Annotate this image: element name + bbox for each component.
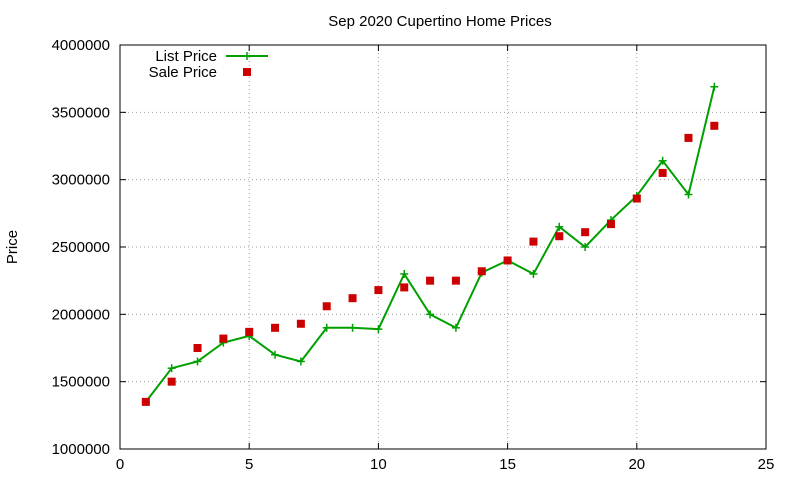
series-1-point-1: [167, 377, 176, 386]
series-0-point-2: [193, 357, 202, 366]
x-tick-label-0: 0: [116, 456, 124, 473]
series-0-point-12: [451, 323, 460, 332]
axes: 0 5 10 15 20 25 1000000 1500000 2000000 2500000 30…: [52, 37, 775, 473]
series-1-point-20: [658, 168, 667, 177]
x-tick-label-3: 15: [499, 456, 516, 473]
series-1-point-5: [271, 323, 280, 332]
legend-marker-1: [243, 68, 251, 76]
series-0-point-21: [684, 190, 693, 199]
y-tick-label-3: 2500000: [52, 239, 110, 256]
y-axis-label: Price: [4, 230, 21, 264]
series-0-point-7: [322, 323, 331, 332]
legend-entry-1: Sale Price: [149, 64, 251, 81]
y-tick-label-4: 3000000: [52, 172, 110, 189]
series-1-point-10: [400, 283, 409, 292]
series-1-point-11: [426, 276, 435, 285]
series-0-point-6: [296, 357, 305, 366]
series-0-point-9: [374, 325, 383, 334]
series-1-point-3: [219, 334, 228, 343]
series-1-point-2: [193, 344, 202, 352]
series-1-point-22: [710, 121, 719, 130]
series-1-point-4: [245, 327, 254, 336]
y-tick-label-1: 1500000: [52, 374, 110, 391]
y-tick-label-2: 2000000: [52, 306, 110, 323]
series-0-point-16: [555, 222, 564, 231]
series-1-point-7: [322, 302, 331, 311]
series-0-point-15: [529, 269, 538, 278]
y-tick-label-5: 3500000: [52, 104, 110, 121]
series-1-point-8: [348, 294, 357, 303]
x-tick-label-4: 20: [628, 456, 645, 473]
series-0-point-10: [400, 269, 409, 278]
series-line-0: [145, 86, 716, 403]
x-tick-label-2: 10: [370, 456, 387, 473]
series-1-point-6: [296, 319, 305, 328]
series-0-point-8: [348, 323, 357, 332]
series-1: [141, 121, 719, 406]
series-1-point-18: [606, 220, 615, 229]
y-tick-label-0: 1000000: [52, 441, 110, 458]
series-1-point-19: [632, 194, 641, 203]
legend-entry-0: List Price: [155, 48, 268, 65]
series-1-point-21: [684, 133, 693, 142]
series-1-point-15: [529, 237, 538, 246]
series-0-point-1: [167, 364, 176, 373]
series-0-point-20: [658, 156, 667, 165]
series-1-point-9: [374, 286, 383, 295]
series-1-point-13: [477, 267, 486, 276]
series-1-point-12: [451, 276, 460, 285]
series-0: [141, 82, 719, 406]
x-tick-label-1: 5: [245, 456, 253, 473]
plot-series: [141, 82, 719, 406]
series-0-point-22: [710, 82, 719, 91]
series-1-point-17: [581, 228, 590, 237]
legend-marker-0: [243, 52, 251, 60]
legend-label-1: Sale Price: [149, 64, 217, 81]
x-tick-label-5: 25: [758, 456, 775, 473]
series-1-point-14: [503, 256, 512, 265]
series-0-point-5: [271, 350, 280, 359]
legend-label-0: List Price: [155, 48, 217, 65]
grid: [120, 45, 766, 449]
series-1-point-16: [555, 232, 564, 241]
y-tick-label-6: 4000000: [52, 37, 110, 54]
series-0-point-11: [426, 310, 435, 319]
series-0-point-17: [581, 243, 590, 251]
series-1-point-0: [141, 397, 150, 406]
chart-title: Sep 2020 Cupertino Home Prices: [328, 13, 551, 30]
